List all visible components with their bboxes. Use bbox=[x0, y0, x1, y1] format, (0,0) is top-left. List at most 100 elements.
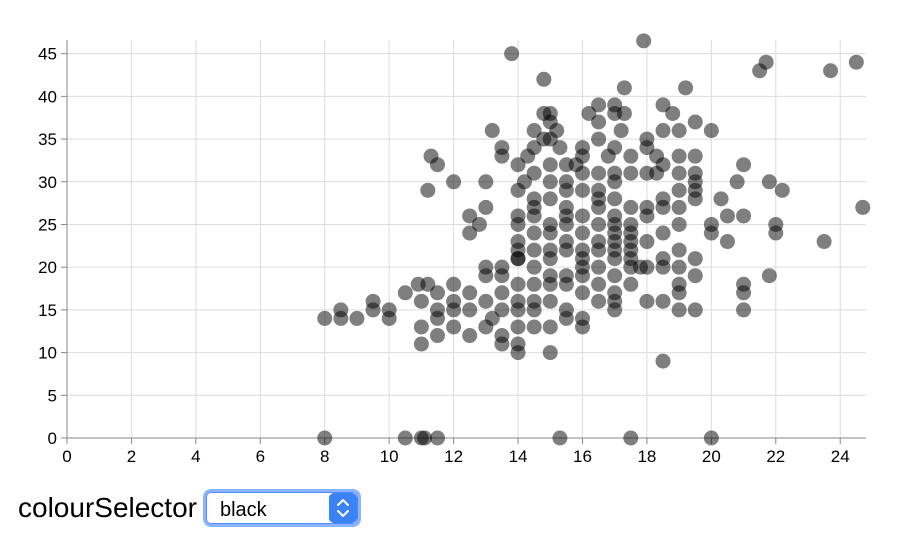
y-tick: 20 bbox=[38, 258, 67, 277]
y-tick: 45 bbox=[38, 45, 67, 64]
data-point bbox=[510, 276, 526, 292]
data-point bbox=[607, 191, 623, 207]
data-point bbox=[484, 123, 500, 139]
data-point bbox=[632, 259, 648, 275]
data-point bbox=[510, 234, 526, 250]
data-point bbox=[703, 430, 719, 446]
colour-selector-label: colourSelector bbox=[18, 492, 197, 523]
x-tick-label: 14 bbox=[509, 447, 528, 466]
data-point bbox=[516, 174, 532, 190]
x-tick-label: 0 bbox=[62, 447, 71, 466]
data-point bbox=[623, 148, 639, 164]
data-point bbox=[510, 345, 526, 361]
data-point bbox=[558, 216, 574, 232]
data-point bbox=[417, 430, 433, 446]
data-point bbox=[446, 174, 462, 190]
y-tick-label: 0 bbox=[48, 429, 57, 448]
data-point bbox=[510, 216, 526, 232]
data-point bbox=[687, 114, 703, 130]
x-tick-label: 4 bbox=[191, 447, 200, 466]
data-point bbox=[591, 114, 607, 130]
data-point bbox=[719, 234, 735, 250]
data-point bbox=[381, 310, 397, 326]
data-point bbox=[510, 157, 526, 173]
data-point bbox=[558, 276, 574, 292]
y-tick-label: 30 bbox=[38, 173, 57, 192]
data-point bbox=[678, 80, 694, 96]
data-point bbox=[446, 319, 462, 335]
y-tick: 5 bbox=[48, 386, 67, 405]
data-point bbox=[494, 302, 510, 318]
data-point bbox=[333, 310, 349, 326]
x-axis: 0 2 4 6 8 10 12 14 16 18 20 22 24 bbox=[62, 437, 866, 466]
data-point bbox=[607, 251, 623, 267]
y-tick-label: 20 bbox=[38, 258, 57, 277]
data-point bbox=[639, 234, 655, 250]
x-tick-label: 16 bbox=[573, 447, 592, 466]
data-point bbox=[542, 319, 558, 335]
y-tick-label: 15 bbox=[38, 301, 57, 320]
data-point bbox=[542, 225, 558, 241]
data-point bbox=[574, 165, 590, 181]
data-point bbox=[542, 191, 558, 207]
colour-selector-value: black bbox=[219, 499, 267, 521]
data-point bbox=[526, 123, 542, 139]
y-tick-label: 10 bbox=[38, 344, 57, 363]
data-point bbox=[636, 33, 652, 49]
data-point bbox=[526, 276, 542, 292]
data-point bbox=[671, 148, 687, 164]
data-point bbox=[591, 216, 607, 232]
data-point bbox=[536, 71, 552, 87]
data-point bbox=[413, 319, 429, 335]
data-point bbox=[446, 302, 462, 318]
data-point bbox=[526, 165, 542, 181]
data-point bbox=[719, 208, 735, 224]
data-point bbox=[349, 310, 365, 326]
data-point bbox=[655, 97, 671, 113]
data-point bbox=[526, 242, 542, 258]
data-point bbox=[471, 216, 487, 232]
data-point bbox=[671, 259, 687, 275]
data-point bbox=[462, 285, 478, 301]
data-point bbox=[848, 54, 864, 70]
y-tick-label: 35 bbox=[38, 130, 57, 149]
colour-selector-dropdown[interactable]: black bbox=[202, 489, 361, 527]
data-point bbox=[552, 430, 568, 446]
data-point bbox=[591, 97, 607, 113]
y-axis: 0 5 10 15 20 25 30 35 40 45 bbox=[38, 40, 68, 448]
data-point bbox=[558, 242, 574, 258]
data-point bbox=[616, 80, 632, 96]
data-point bbox=[758, 54, 774, 70]
data-point bbox=[494, 336, 510, 352]
y-tick-label: 40 bbox=[38, 87, 57, 106]
data-point bbox=[510, 319, 526, 335]
data-point bbox=[526, 259, 542, 275]
data-point bbox=[558, 182, 574, 198]
data-point bbox=[462, 208, 478, 224]
y-tick: 40 bbox=[38, 87, 67, 106]
data-point bbox=[420, 276, 436, 292]
y-tick: 30 bbox=[38, 173, 67, 192]
y-tick: 35 bbox=[38, 130, 67, 149]
data-point bbox=[671, 182, 687, 198]
data-point bbox=[478, 199, 494, 215]
x-tick-label: 2 bbox=[127, 447, 136, 466]
data-point bbox=[687, 251, 703, 267]
data-point bbox=[671, 199, 687, 215]
data-point bbox=[526, 293, 542, 309]
data-point bbox=[607, 140, 623, 156]
data-point bbox=[655, 353, 671, 369]
data-point bbox=[510, 251, 526, 267]
data-point bbox=[542, 174, 558, 190]
data-point bbox=[761, 174, 777, 190]
data-point bbox=[655, 157, 671, 173]
data-point bbox=[397, 285, 413, 301]
data-point bbox=[317, 310, 333, 326]
data-point bbox=[526, 319, 542, 335]
data-point bbox=[462, 302, 478, 318]
data-point bbox=[623, 199, 639, 215]
y-tick-label: 5 bbox=[48, 386, 57, 405]
data-point bbox=[478, 174, 494, 190]
data-point bbox=[671, 302, 687, 318]
data-point bbox=[639, 293, 655, 309]
